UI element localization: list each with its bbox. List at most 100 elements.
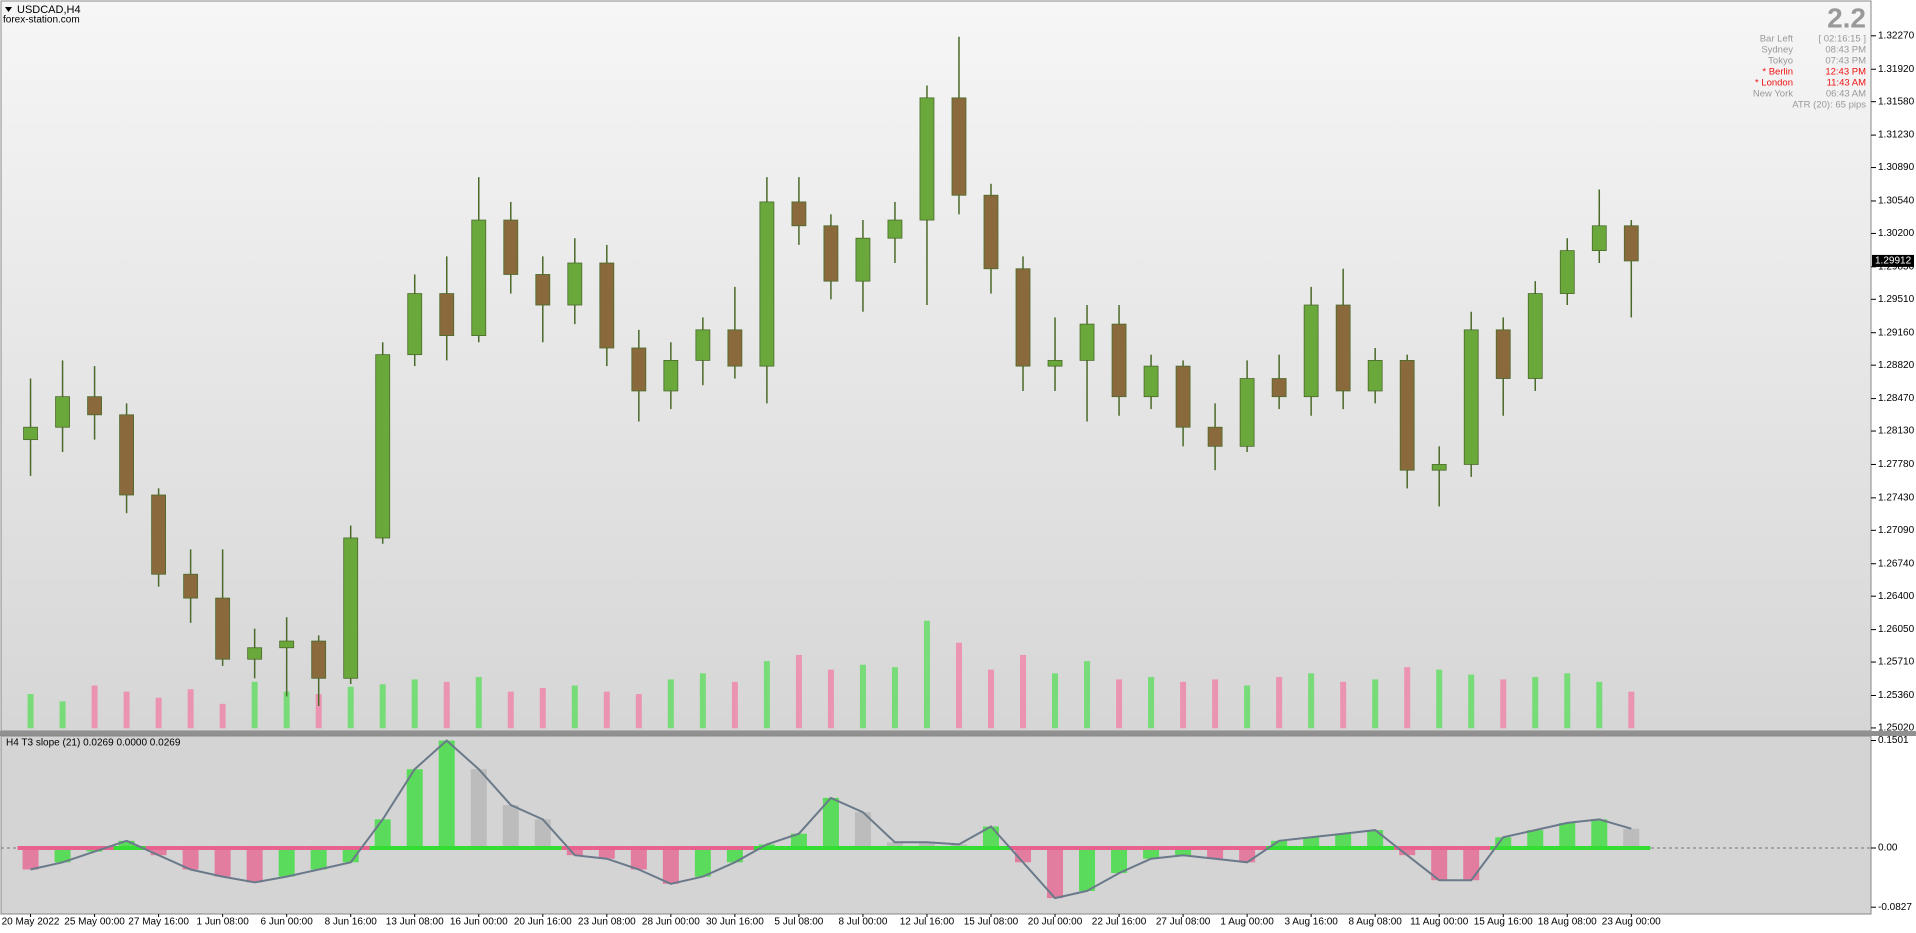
slope-bar bbox=[278, 847, 295, 877]
slope-bar bbox=[694, 847, 711, 877]
x-tick-label: 13 Jun 08:00 bbox=[386, 917, 444, 928]
volume-bar bbox=[1372, 679, 1379, 729]
slope-line bbox=[30, 739, 1632, 900]
y-tick-label: 1.26050 bbox=[1878, 624, 1915, 635]
x-tick-label: 27 Jul 08:00 bbox=[1156, 917, 1211, 928]
slope-bar bbox=[374, 819, 391, 848]
x-tick-label: 20 May 2022 bbox=[2, 917, 60, 928]
volume-bar bbox=[667, 679, 674, 729]
x-tick-label: 8 Jun 16:00 bbox=[325, 917, 378, 928]
info-value: 06:43 AM bbox=[1826, 89, 1866, 100]
volume-bar bbox=[507, 691, 514, 729]
y-tick-label: 1.30890 bbox=[1878, 162, 1915, 173]
zero-band bbox=[433, 845, 466, 850]
candle-body bbox=[279, 640, 295, 649]
zero-band bbox=[113, 845, 146, 850]
slope-bar bbox=[726, 847, 743, 863]
zero-band bbox=[1522, 845, 1555, 850]
info-big: 2.2 bbox=[1827, 2, 1866, 33]
slope-bar bbox=[1079, 847, 1096, 891]
slope-bar bbox=[1623, 828, 1640, 848]
y-tick-label: 1.25710 bbox=[1878, 657, 1915, 668]
info-value: 12:43 PM bbox=[1825, 67, 1866, 78]
zero-band bbox=[1266, 845, 1299, 850]
y-tick-label: 1.27780 bbox=[1878, 459, 1915, 470]
y-tick-label: 1.28470 bbox=[1878, 393, 1915, 404]
slope-bar bbox=[1207, 847, 1224, 859]
slope-bar bbox=[1239, 847, 1256, 863]
zero-band bbox=[593, 845, 626, 850]
zero-band bbox=[1010, 845, 1043, 850]
candle-body bbox=[183, 573, 199, 599]
volume-bar bbox=[411, 679, 418, 729]
x-tick-label: 15 Jul 08:00 bbox=[964, 917, 1019, 928]
y-tick-label: 1.32270 bbox=[1878, 30, 1915, 41]
zero-band bbox=[849, 845, 882, 850]
y-tick-label: 1.28130 bbox=[1878, 426, 1915, 437]
y-tick-label: 0.1501 bbox=[1878, 735, 1909, 746]
volume-bar bbox=[347, 686, 354, 729]
info-atr: ATR (20): 65 pips bbox=[1792, 100, 1866, 111]
slope-bar bbox=[1271, 840, 1288, 848]
volume-bar bbox=[1020, 654, 1027, 729]
volume-bar bbox=[1148, 676, 1155, 729]
candle-body bbox=[791, 201, 807, 227]
y-tick-label: 1.29510 bbox=[1878, 294, 1915, 305]
x-tick-label: 1 Aug 00:00 bbox=[1220, 917, 1274, 928]
candle-body bbox=[1015, 268, 1031, 367]
candle-body bbox=[1591, 225, 1607, 252]
candle-body bbox=[631, 347, 647, 392]
zero-band bbox=[49, 845, 82, 850]
slope-bar bbox=[822, 797, 839, 848]
zero-band bbox=[1298, 845, 1331, 850]
y-tick-label: 1.31230 bbox=[1878, 130, 1915, 141]
zero-band bbox=[913, 845, 946, 850]
volume-bar bbox=[1436, 669, 1443, 729]
candle-body bbox=[1335, 304, 1351, 392]
candle-body bbox=[1463, 329, 1479, 465]
slope-bar bbox=[1047, 847, 1064, 899]
slope-bar bbox=[854, 812, 871, 848]
volume-bar bbox=[1468, 674, 1475, 729]
x-tick-label: 15 Aug 16:00 bbox=[1474, 917, 1533, 928]
info-value: 11:43 AM bbox=[1827, 78, 1867, 89]
zero-band bbox=[1170, 845, 1203, 850]
slope-bar bbox=[182, 847, 199, 870]
volume-bar bbox=[443, 681, 450, 729]
candle-body bbox=[55, 396, 70, 428]
zero-band bbox=[625, 845, 658, 850]
slope-bar bbox=[1303, 837, 1320, 848]
y-tick-label: 1.27430 bbox=[1878, 493, 1915, 504]
slope-bar bbox=[470, 769, 487, 848]
volume-bar bbox=[187, 689, 194, 729]
volume-bar bbox=[795, 654, 802, 729]
panel-splitter[interactable] bbox=[0, 731, 1916, 736]
slope-bar bbox=[502, 805, 519, 848]
zero-band bbox=[689, 845, 722, 850]
volume-bar bbox=[1308, 673, 1315, 729]
indicator-panel bbox=[0, 735, 1872, 915]
candle-body bbox=[855, 237, 871, 282]
volume-bar bbox=[59, 701, 66, 729]
candle-body bbox=[215, 597, 231, 660]
volume-bar bbox=[1180, 681, 1187, 729]
candle-body bbox=[1559, 250, 1575, 294]
candle-body bbox=[1143, 365, 1159, 398]
volume-bar bbox=[635, 694, 642, 729]
zero-band bbox=[273, 845, 306, 850]
volume-bar bbox=[987, 669, 994, 729]
x-tick-label: 27 May 16:00 bbox=[128, 917, 189, 928]
candle-body bbox=[375, 354, 391, 539]
volume-bar bbox=[1052, 673, 1059, 729]
zero-band bbox=[1234, 845, 1267, 850]
zero-band bbox=[529, 845, 562, 850]
candle-body bbox=[823, 225, 839, 282]
volume-bar bbox=[827, 669, 834, 729]
volume-bar bbox=[91, 685, 98, 729]
volume-bar bbox=[1084, 661, 1091, 729]
slope-bar bbox=[1591, 819, 1608, 848]
symbol-menu-arrow[interactable] bbox=[5, 7, 12, 12]
slope-bar bbox=[1431, 847, 1448, 881]
x-tick-label: 12 Jul 16:00 bbox=[900, 917, 955, 928]
